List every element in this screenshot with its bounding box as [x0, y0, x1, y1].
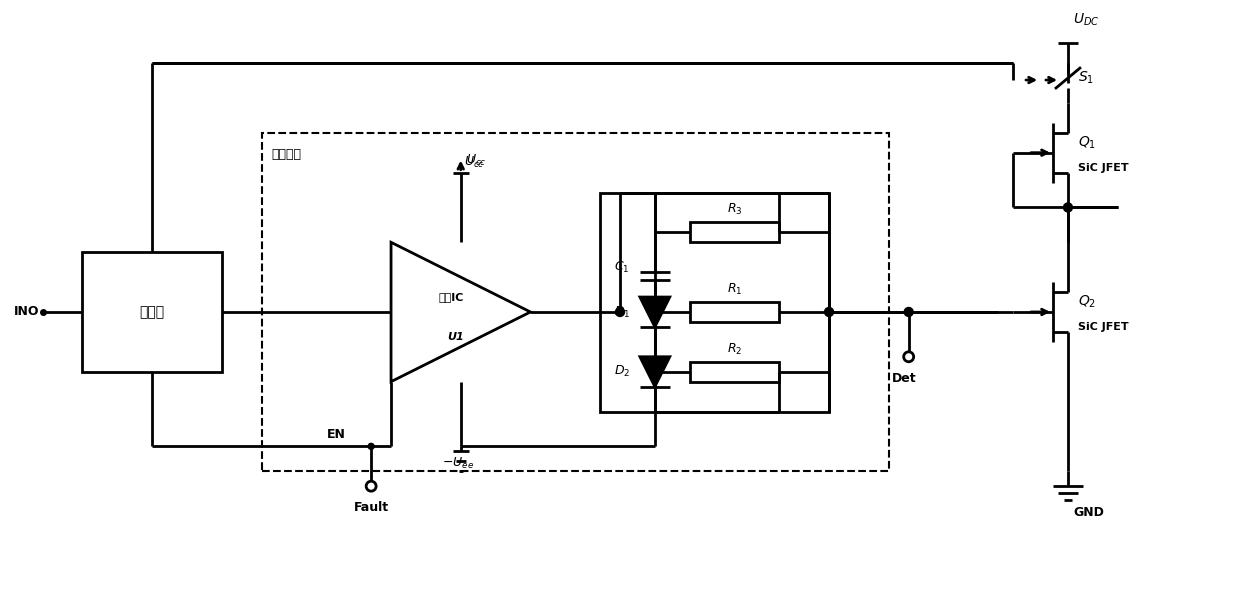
Bar — [689, 302, 779, 322]
Circle shape — [615, 307, 625, 316]
Text: $R_3$: $R_3$ — [727, 203, 743, 217]
Bar — [689, 362, 779, 382]
Circle shape — [825, 307, 833, 316]
Text: $R_1$: $R_1$ — [727, 282, 743, 297]
Text: Det: Det — [892, 371, 916, 385]
Text: Fault: Fault — [353, 501, 388, 514]
Text: $U_{DC}$: $U_{DC}$ — [1073, 12, 1100, 28]
Text: $D_1$: $D_1$ — [614, 304, 630, 319]
Text: $Q_2$: $Q_2$ — [1078, 294, 1096, 310]
Circle shape — [904, 307, 913, 316]
Bar — [82, 252, 222, 371]
Circle shape — [615, 307, 625, 316]
Text: $Q_1$: $Q_1$ — [1078, 135, 1096, 151]
Text: $C_1$: $C_1$ — [615, 259, 630, 275]
Circle shape — [1064, 203, 1073, 212]
Text: SiC JFET: SiC JFET — [1078, 163, 1128, 173]
Text: INO: INO — [14, 305, 40, 318]
Text: $-U_{ee}$: $-U_{ee}$ — [441, 457, 474, 471]
Text: U1: U1 — [448, 332, 464, 342]
Text: GND: GND — [1073, 506, 1104, 519]
Text: 驱动模块: 驱动模块 — [272, 147, 301, 161]
Text: $D_2$: $D_2$ — [614, 364, 630, 379]
Text: SiC JFET: SiC JFET — [1078, 322, 1128, 332]
Text: $R_2$: $R_2$ — [727, 341, 742, 357]
Polygon shape — [640, 357, 670, 387]
Circle shape — [368, 443, 374, 449]
Text: $U_{cc}$: $U_{cc}$ — [466, 152, 486, 168]
Bar — [600, 193, 830, 411]
Text: 驱动IC: 驱动IC — [438, 292, 464, 302]
Polygon shape — [640, 297, 670, 327]
Text: $S_1$: $S_1$ — [1078, 70, 1094, 86]
Bar — [262, 133, 889, 471]
Bar — [689, 222, 779, 242]
Text: $U_{cc}$: $U_{cc}$ — [464, 154, 485, 170]
Text: EN: EN — [327, 428, 346, 441]
Text: 控制器: 控制器 — [140, 305, 165, 319]
